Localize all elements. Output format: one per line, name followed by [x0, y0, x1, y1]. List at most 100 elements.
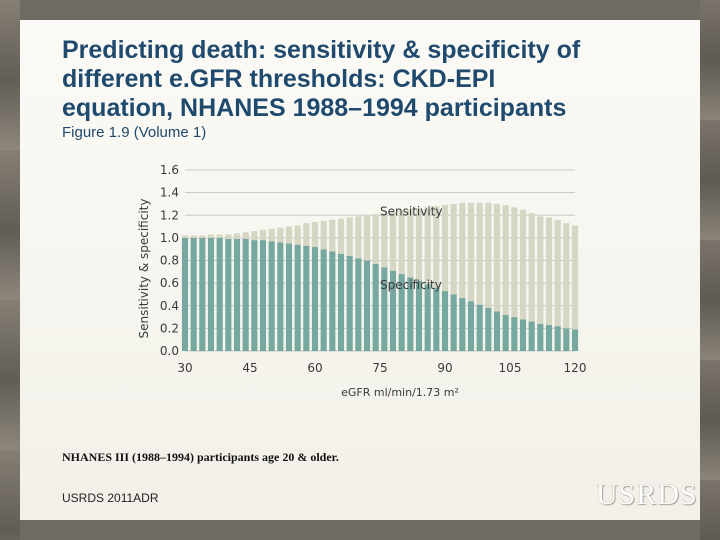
- y-tick-label-4: 0.8: [160, 254, 179, 268]
- specificity-bar-5: [225, 239, 232, 351]
- specificity-bar-12: [285, 243, 293, 351]
- sensitivity-bar-45: [571, 225, 579, 330]
- sensitivity-bar-18: [337, 218, 345, 254]
- specificity-bar-23: [381, 267, 388, 351]
- specificity-bar-18: [337, 253, 345, 351]
- x-tick-label-2: 60: [307, 361, 322, 375]
- background-edge-left: [0, 0, 20, 540]
- specificity-bar-29: [433, 287, 440, 351]
- y-tick-label-5: 1.0: [160, 231, 179, 245]
- sensitivity-bar-39: [519, 209, 527, 320]
- sensitivity-bar-43: [554, 219, 561, 327]
- specificity-bar-3: [207, 237, 215, 351]
- sensitivity-specificity-chart: 0.0 0.2 0.4 0.6 0.8 1.0 1.2 1.4 1.6 Specificity Se…: [137, 163, 587, 399]
- y-tick-label-6: 1.2: [160, 208, 179, 222]
- specificity-bar-42: [545, 324, 553, 351]
- sensitivity-bar-37: [502, 205, 509, 315]
- specificity-bar-41: [537, 323, 544, 351]
- series-label-sensitivity: Sensitivity: [380, 204, 442, 218]
- sensitivity-bar-13: [294, 225, 301, 245]
- sensitivity-bar-38: [511, 207, 518, 318]
- y-axis-label: Sensitivity & specificity: [137, 199, 151, 339]
- specificity-bar-16: [320, 249, 327, 351]
- x-tick-label-5: 105: [499, 361, 522, 375]
- sensitivity-bar-32: [459, 202, 466, 298]
- specificity-bar-15: [311, 246, 319, 351]
- specificity-bar-36: [493, 311, 501, 351]
- y-tick-label-8: 1.6: [160, 163, 179, 177]
- specificity-bar-34: [476, 304, 483, 351]
- specificity-bar-0: [181, 237, 189, 351]
- specificity-bar-39: [519, 319, 527, 351]
- sensitivity-bar-16: [320, 220, 327, 250]
- title-line-3: equation, NHANES 1988–1994 participants: [62, 94, 567, 122]
- sensitivity-bar-6: [233, 233, 241, 240]
- x-tick-label-6: 120: [564, 361, 587, 375]
- specificity-bar-9: [259, 240, 267, 351]
- specificity-bar-40: [528, 321, 535, 351]
- specificity-bar-32: [459, 297, 466, 351]
- specificity-bar-7: [242, 239, 249, 351]
- sensitivity-bar-1: [190, 235, 197, 238]
- specificity-bar-2: [199, 237, 206, 351]
- specificity-bar-20: [355, 258, 362, 351]
- footnote: NHANES III (1988–1994) participants age …: [62, 450, 339, 464]
- series-label-specificity: Specificity: [380, 278, 442, 292]
- sensitivity-bar-7: [242, 232, 249, 240]
- specificity-bar-22: [372, 263, 379, 351]
- specificity-bar-6: [233, 239, 241, 351]
- specificity-bar-21: [363, 260, 371, 351]
- sensitivity-bar-17: [329, 219, 336, 252]
- specificity-bar-24: [389, 270, 397, 351]
- specificity-bar-43: [554, 326, 561, 351]
- figure-subtitle: Figure 1.9 (Volume 1): [62, 124, 207, 141]
- sensitivity-bar-9: [259, 229, 267, 241]
- specificity-bar-37: [502, 314, 509, 351]
- sensitivity-bar-34: [476, 202, 483, 305]
- sensitivity-bar-4: [216, 234, 223, 238]
- sensitivity-bar-35: [485, 202, 492, 309]
- sensitivity-bar-33: [467, 202, 475, 302]
- specificity-bar-45: [571, 329, 579, 351]
- specificity-bar-44: [563, 328, 570, 351]
- sensitivity-bar-2: [199, 235, 206, 238]
- y-tick-label-2: 0.4: [160, 299, 179, 313]
- background-edge-right: [700, 0, 720, 540]
- title-line-2: different e.GFR thresholds: CKD-EPI: [62, 65, 496, 93]
- x-tick-label-4: 90: [437, 361, 452, 375]
- y-tick-label-3: 0.6: [160, 276, 179, 290]
- specificity-bar-1: [190, 237, 197, 351]
- usrds-logo: USRDS: [596, 478, 698, 511]
- sensitivity-bar-26: [407, 209, 414, 278]
- sensitivity-bar-22: [372, 214, 379, 264]
- specificity-bar-26: [407, 277, 414, 351]
- title-line-1: Predicting death: sensitivity & specific…: [62, 36, 581, 64]
- specificity-bar-17: [329, 251, 336, 351]
- sensitivity-bar-12: [285, 226, 293, 244]
- specificity-bar-33: [467, 301, 475, 351]
- sensitivity-bar-28: [424, 207, 431, 285]
- sensitivity-bar-21: [363, 215, 371, 261]
- specificity-bar-11: [277, 242, 284, 351]
- specificity-bar-31: [450, 294, 457, 351]
- sensitivity-bar-40: [528, 212, 535, 322]
- specificity-bar-13: [294, 244, 301, 351]
- x-tick-label-3: 75: [372, 361, 387, 375]
- specificity-bar-4: [216, 237, 223, 351]
- sensitivity-bar-10: [268, 228, 275, 242]
- specificity-bar-25: [398, 274, 405, 351]
- specificity-bar-8: [251, 240, 258, 351]
- sensitivity-bar-8: [251, 231, 258, 241]
- sensitivity-bar-0: [181, 235, 189, 238]
- specificity-bar-35: [485, 308, 492, 351]
- x-tick-label-1: 45: [242, 361, 257, 375]
- specificity-bar-30: [441, 291, 449, 351]
- sensitivity-bar-42: [545, 217, 553, 325]
- x-axis-label: eGFR ml/min/1.73 m²: [341, 386, 459, 399]
- sensitivity-bar-5: [225, 234, 232, 240]
- y-tick-label-7: 1.4: [160, 186, 179, 200]
- specificity-bar-28: [424, 284, 431, 351]
- specificity-bar-19: [346, 255, 353, 351]
- sensitivity-bar-19: [346, 217, 353, 256]
- sensitivity-bar-41: [537, 216, 544, 324]
